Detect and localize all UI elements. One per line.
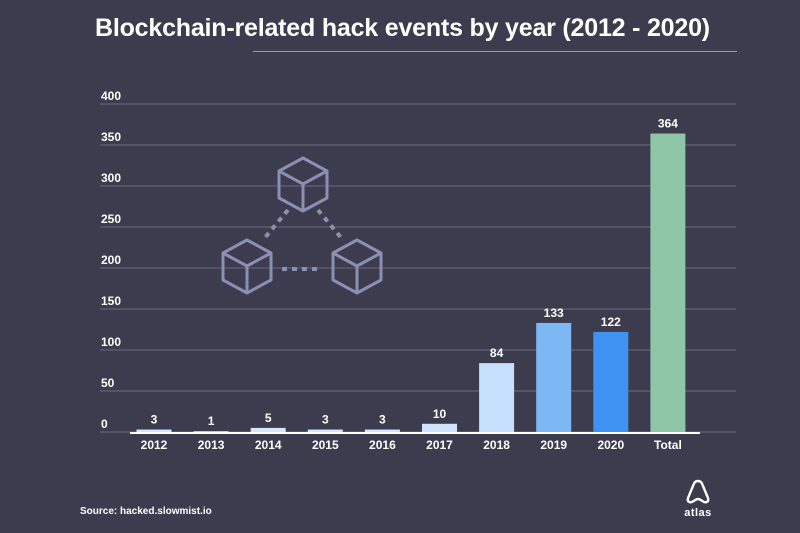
data-label: 3	[322, 413, 329, 427]
bar-2018	[479, 363, 515, 432]
x-tick-label: 2014	[255, 438, 282, 452]
bar-2019	[536, 322, 572, 432]
x-tick-label: 2019	[540, 438, 567, 452]
y-tick-label: 0	[101, 417, 108, 431]
x-tick-label: 2012	[141, 438, 168, 452]
atlas-logo-text: atlas	[684, 507, 712, 519]
bar-chart: 0 50 100 150 200 250 300 350 400 3 2012 1 2013 5 2014…	[100, 89, 736, 452]
bar-2016	[364, 429, 400, 432]
bar-2015	[307, 429, 343, 432]
y-tick-label: 150	[101, 294, 121, 308]
data-label: 3	[151, 413, 158, 427]
data-label: 122	[601, 315, 621, 329]
x-tick-label: 2017	[426, 438, 453, 452]
blockchain-network-icon	[221, 156, 383, 295]
atlas-logo-icon	[686, 479, 710, 504]
data-label: 5	[265, 411, 272, 425]
data-label: 133	[544, 306, 564, 320]
bars: 3 2012 1 2013 5 2014 3 2015 3 2016 10 2017 84 2018 133…	[136, 117, 686, 452]
y-tick-label: 200	[101, 253, 121, 267]
source-note: Source: hacked.slowmist.io	[80, 506, 212, 517]
bar-2013	[193, 431, 229, 432]
x-tick-label: 2013	[198, 438, 225, 452]
y-tick-label: 350	[101, 130, 121, 144]
data-label: 3	[379, 413, 386, 427]
x-tick-label: 2020	[597, 438, 624, 452]
atlas-logo: atlas	[678, 479, 718, 519]
bar-2012	[136, 429, 172, 432]
title-divider	[253, 51, 737, 52]
y-tick-label: 100	[101, 335, 121, 349]
y-tick-label: 50	[101, 376, 115, 390]
bar-total	[650, 133, 686, 432]
bar-2017	[422, 423, 457, 432]
bar-2014	[250, 427, 286, 432]
x-tick-label: 2018	[483, 438, 510, 452]
x-tick-label: 2016	[369, 438, 396, 452]
chart-title: Blockchain-related hack events by year (…	[95, 14, 710, 42]
y-tick-label: 400	[101, 89, 121, 103]
grid-lines: 0 50 100 150 200 250 300 350 400	[100, 89, 736, 433]
x-tick-label: Total	[654, 438, 682, 452]
y-tick-label: 300	[101, 171, 121, 185]
y-tick-label: 250	[101, 212, 121, 226]
data-label: 10	[433, 407, 447, 421]
data-label: 364	[658, 117, 678, 131]
x-tick-label: 2015	[312, 438, 339, 452]
data-label: 84	[490, 346, 504, 360]
data-label: 1	[208, 414, 215, 428]
bar-2020	[593, 331, 629, 432]
